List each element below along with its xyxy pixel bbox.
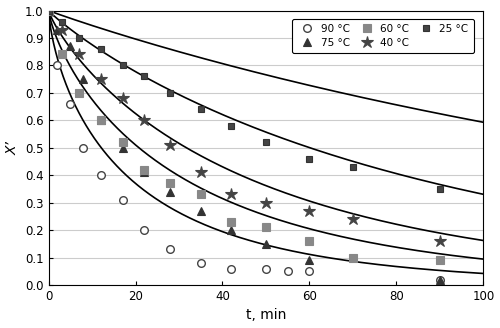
X-axis label: t, min: t, min [246,308,286,322]
Y-axis label: X’: X’ [6,141,20,155]
Legend: 90 °C, 75 °C, 60 °C, 40 °C, 25 °C, : 90 °C, 75 °C, 60 °C, 40 °C, 25 °C, [292,18,474,53]
